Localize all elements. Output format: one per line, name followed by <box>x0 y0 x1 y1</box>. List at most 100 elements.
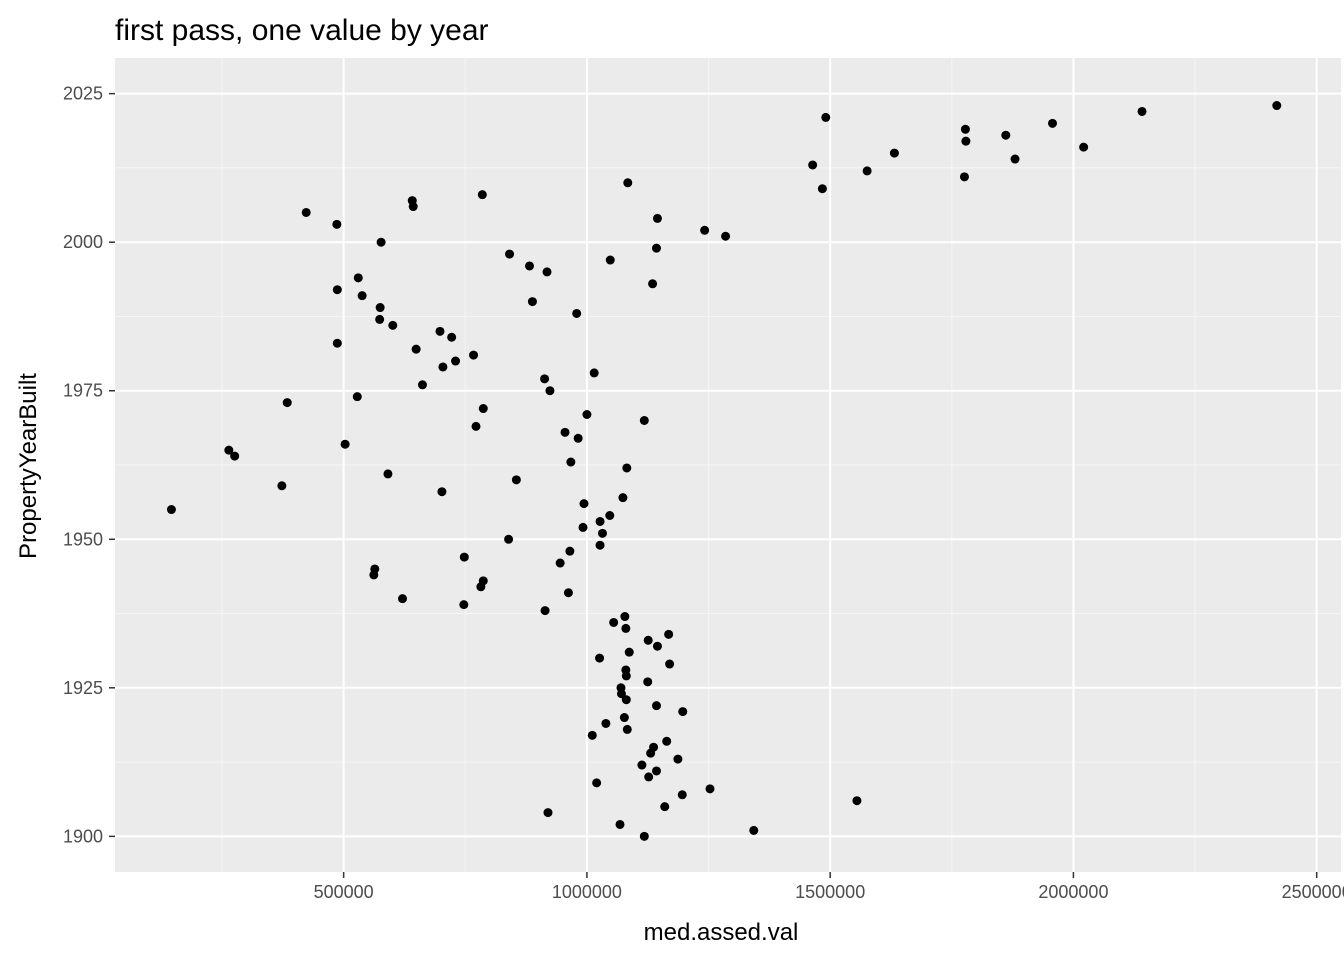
major-grid <box>115 58 1341 872</box>
data-point <box>808 160 818 170</box>
data-point <box>652 641 662 651</box>
data-point <box>889 148 899 158</box>
data-point <box>961 136 971 146</box>
data-point <box>651 243 661 253</box>
data-point <box>370 564 380 574</box>
data-point <box>705 784 715 794</box>
data-point <box>643 677 653 687</box>
data-point <box>637 760 647 770</box>
data-point <box>622 724 632 734</box>
y-tick-label: 1925 <box>63 678 103 698</box>
data-point <box>1079 142 1089 152</box>
y-axis-title: PropertyYearBuilt <box>15 373 42 559</box>
data-point <box>471 421 481 431</box>
data-point <box>639 415 649 425</box>
data-point <box>573 433 583 443</box>
data-point <box>821 112 831 122</box>
data-point <box>700 225 710 235</box>
data-point <box>651 766 661 776</box>
data-point <box>383 469 393 479</box>
data-point <box>597 528 607 538</box>
data-point <box>332 219 342 229</box>
data-point <box>375 314 385 324</box>
data-point <box>469 350 479 360</box>
data-point <box>527 297 537 307</box>
minor-grid <box>115 58 1341 872</box>
data-point <box>959 172 969 182</box>
data-point <box>560 427 570 437</box>
data-point <box>749 825 759 835</box>
data-point <box>459 552 469 562</box>
data-point <box>438 362 448 372</box>
x-tick-label: 1500000 <box>795 882 865 902</box>
data-point <box>565 546 575 556</box>
data-point <box>651 701 661 711</box>
y-tick-label: 1975 <box>63 381 103 401</box>
data-point <box>649 742 659 752</box>
data-point <box>621 623 631 633</box>
data-point <box>542 267 552 277</box>
x-tick-label: 2500000 <box>1282 882 1344 902</box>
data-point <box>721 231 731 241</box>
data-point <box>662 736 672 746</box>
data-point <box>504 534 514 544</box>
data-point <box>166 505 176 515</box>
data-point <box>673 754 683 764</box>
data-point <box>619 713 629 723</box>
data-point <box>437 487 447 497</box>
data-point <box>592 778 602 788</box>
data-point <box>357 291 367 301</box>
chart-title: first pass, one value by year <box>115 14 489 47</box>
data-point <box>477 190 487 200</box>
data-point <box>1048 118 1058 128</box>
data-point <box>301 207 311 217</box>
data-point <box>609 617 619 627</box>
data-point <box>1137 106 1147 116</box>
data-point <box>478 576 488 586</box>
data-point <box>605 255 615 265</box>
data-point <box>624 647 634 657</box>
data-point <box>459 600 469 610</box>
data-point <box>353 273 363 283</box>
data-point <box>545 386 555 396</box>
data-point <box>621 665 631 675</box>
data-point <box>282 398 292 408</box>
data-point <box>616 683 626 693</box>
data-point <box>451 356 461 366</box>
data-point <box>277 481 287 491</box>
data-point <box>618 493 628 503</box>
data-point <box>664 629 674 639</box>
data-point <box>447 332 457 342</box>
data-point <box>587 730 597 740</box>
y-tick-label: 1900 <box>63 826 103 846</box>
data-point <box>540 606 550 616</box>
data-point <box>376 237 386 247</box>
data-point <box>595 516 605 526</box>
data-point <box>340 439 350 449</box>
data-point <box>595 653 605 663</box>
data-point <box>623 178 633 188</box>
data-point <box>678 707 688 717</box>
data-point <box>644 772 654 782</box>
data-point <box>862 166 872 176</box>
data-point <box>332 285 342 295</box>
data-point <box>595 540 605 550</box>
data-point <box>411 344 421 354</box>
y-axis: 1900 1925 1950 1975 2000 2025 <box>63 84 115 846</box>
data-point <box>582 409 592 419</box>
data-point <box>505 249 515 259</box>
points-layer <box>166 101 1282 841</box>
data-point <box>572 308 582 318</box>
data-point <box>817 184 827 194</box>
data-point <box>224 445 234 455</box>
data-point <box>652 213 662 223</box>
data-point <box>665 659 675 669</box>
data-point <box>578 522 588 532</box>
data-point <box>648 279 658 289</box>
data-point <box>407 196 417 206</box>
data-point <box>621 695 631 705</box>
y-tick-label: 2000 <box>63 232 103 252</box>
data-point <box>352 392 362 402</box>
data-point <box>566 457 576 467</box>
